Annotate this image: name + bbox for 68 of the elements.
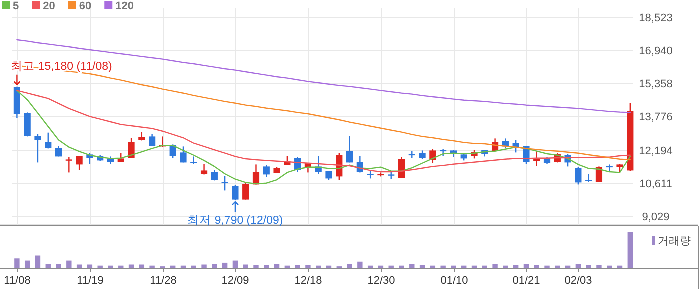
candlestick	[76, 155, 83, 171]
legend-label: 60	[79, 0, 92, 12]
bar	[56, 264, 62, 268]
x-tick-label: 02/03	[564, 275, 592, 287]
bar	[420, 265, 426, 268]
bar	[264, 265, 270, 268]
y-tick-label: 16,940	[639, 46, 673, 58]
bar	[596, 265, 602, 268]
candlestick	[242, 181, 250, 200]
candlestick	[211, 169, 218, 182]
y-tick-label: 9,029	[642, 212, 670, 224]
bar	[410, 264, 415, 268]
bar	[295, 265, 300, 268]
bar	[524, 264, 530, 268]
bar	[212, 264, 218, 268]
bar	[243, 264, 248, 268]
y-tick-label: 13,776	[639, 112, 673, 124]
bar	[492, 264, 498, 268]
bar	[534, 265, 540, 268]
bar	[46, 264, 51, 268]
x-tick-label: 12/18	[294, 275, 322, 287]
candlestick	[346, 135, 354, 164]
bar	[358, 262, 363, 268]
bar	[222, 262, 228, 268]
bar	[87, 264, 93, 268]
bar	[128, 264, 134, 268]
candlestick	[575, 166, 582, 186]
bar	[24, 260, 30, 268]
x-tick-label: 11/08	[4, 275, 31, 287]
bar	[628, 232, 633, 268]
x-tick-label: 01/21	[512, 275, 540, 287]
candlestick	[200, 163, 208, 176]
candlestick	[34, 133, 42, 164]
legend-label: 120	[116, 0, 134, 12]
legend-label: 5	[13, 0, 20, 12]
bar	[306, 265, 311, 268]
bar	[586, 265, 592, 268]
bar	[14, 258, 20, 268]
bar	[347, 264, 352, 268]
annotation: 최저 9,790 (12/09)	[188, 215, 284, 228]
x-tick-label: 12/30	[368, 275, 396, 287]
bar	[35, 256, 41, 268]
candlestick	[45, 132, 52, 150]
bar	[274, 264, 280, 268]
candlestick	[24, 112, 31, 138]
legend-label: 거래량	[658, 236, 691, 248]
candlestick	[180, 146, 187, 164]
candlestick	[222, 175, 228, 192]
y-tick-label: 18,523	[639, 12, 673, 24]
bar	[232, 260, 238, 268]
candlestick	[263, 164, 270, 178]
candlestick	[66, 156, 72, 174]
y-tick-label: 12,194	[639, 146, 673, 158]
legend-label: 20	[43, 0, 56, 12]
x-tick-label: 12/09	[222, 275, 250, 287]
bar	[202, 264, 207, 268]
y-tick-label: 15,358	[639, 78, 673, 90]
bar	[66, 260, 72, 268]
y-tick-label: 10,611	[640, 178, 672, 190]
bar	[576, 264, 582, 268]
bar	[139, 264, 145, 268]
bar	[513, 265, 519, 268]
x-tick-label: 01/10	[440, 275, 468, 287]
bar	[254, 265, 259, 268]
candlestick	[232, 184, 239, 201]
x-tick-label: 11/28	[150, 275, 177, 287]
x-tick-label: 11/19	[77, 275, 104, 287]
bar	[76, 264, 82, 268]
